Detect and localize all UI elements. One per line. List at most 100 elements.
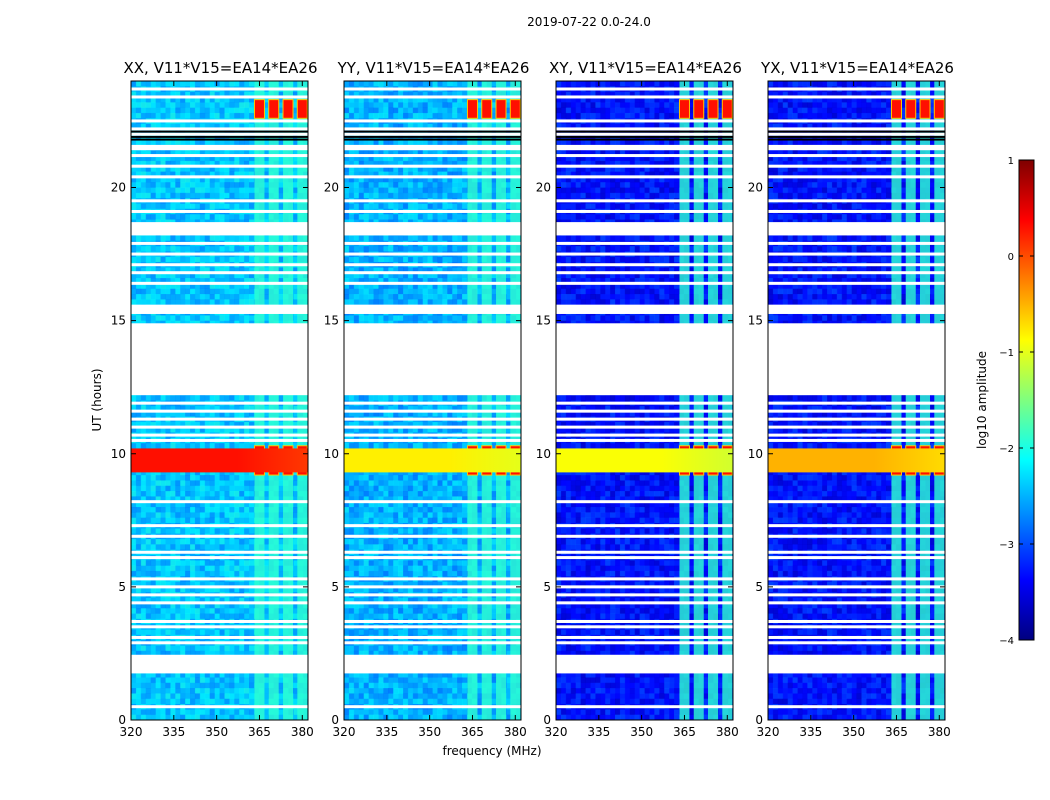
heatmap-cell	[234, 538, 240, 545]
heatmap-cell	[278, 214, 284, 220]
heatmap-cell	[160, 272, 166, 279]
heatmap-cell	[155, 203, 161, 210]
heatmap-cell	[278, 682, 284, 689]
heatmap-cell	[135, 421, 142, 428]
heatmap-cell	[234, 112, 240, 119]
heatmap-cell	[244, 581, 250, 588]
heatmap-cell	[199, 570, 206, 577]
heatmap-cell	[131, 91, 137, 98]
heatmap-cell	[249, 677, 255, 684]
heatmap-cell	[506, 96, 512, 103]
flagged-line	[131, 705, 308, 709]
heatmap-cell	[175, 565, 181, 572]
heatmap-cell	[194, 496, 201, 503]
heatmap-cell	[239, 597, 245, 604]
heatmap-cell	[160, 480, 166, 487]
heatmap-cell	[224, 608, 230, 614]
heatmap-cell	[388, 112, 394, 119]
heatmap-cell	[140, 427, 147, 433]
heatmap-cell	[190, 192, 196, 199]
heatmap-cell	[229, 570, 235, 577]
heatmap-cell	[224, 602, 230, 609]
heatmap-cell	[249, 256, 255, 263]
heatmap-cell	[249, 517, 255, 524]
heatmap-cell	[165, 171, 171, 178]
heatmap-cell	[224, 485, 230, 492]
heatmap-cell	[353, 139, 360, 146]
heatmap-cell	[263, 96, 270, 103]
heatmap-cell	[165, 709, 171, 716]
heatmap-cell	[160, 469, 166, 476]
heatmap-cell	[239, 682, 245, 689]
heatmap-cell	[229, 501, 235, 508]
heatmap-cell	[140, 123, 147, 130]
heatmap-cell	[150, 688, 156, 694]
heatmap-cell	[293, 123, 299, 130]
heatmap-cell	[135, 139, 142, 146]
heatmap-cell	[412, 150, 419, 156]
heatmap-cell	[150, 315, 156, 322]
heatmap-cell	[131, 278, 137, 284]
heatmap-cell	[194, 698, 201, 705]
heatmap-cell	[155, 107, 161, 114]
heatmap-cell	[412, 81, 419, 87]
heatmap-cell	[249, 192, 255, 199]
heatmap-cell	[190, 112, 196, 119]
heatmap-cell	[263, 192, 270, 199]
heatmap-cell	[214, 645, 220, 652]
heatmap-cell	[219, 629, 225, 636]
heatmap-cell	[209, 501, 215, 508]
heatmap-cell	[160, 709, 166, 716]
heatmap-cell	[407, 112, 414, 119]
heatmap-cell	[150, 491, 156, 497]
heatmap-cell	[393, 155, 399, 162]
heatmap-cell	[194, 294, 201, 300]
heatmap-cell	[403, 112, 409, 119]
heatmap-cell	[204, 693, 211, 700]
heatmap-cell	[219, 586, 225, 593]
heatmap-cell	[170, 485, 176, 492]
heatmap-cell	[249, 187, 255, 194]
heatmap-cell	[185, 501, 191, 508]
heatmap-cell	[249, 443, 255, 449]
heatmap-cell	[194, 272, 201, 279]
heatmap-cell	[135, 203, 142, 210]
heatmap-cell	[229, 176, 235, 183]
heatmap-cell	[348, 160, 355, 167]
heatmap-cell	[209, 166, 215, 172]
heatmap-cell	[219, 421, 225, 428]
heatmap-cell	[150, 203, 156, 210]
heatmap-cell	[373, 102, 379, 109]
heatmap-cell	[229, 650, 235, 657]
heatmap-cell	[239, 411, 245, 417]
heatmap-cell	[263, 176, 270, 183]
heatmap-cell	[194, 214, 201, 220]
heatmap-cell	[278, 405, 284, 412]
heatmap-cell	[214, 469, 220, 476]
heatmap-cell	[398, 150, 404, 156]
heatmap-cell	[204, 586, 211, 593]
heatmap-cell	[209, 688, 215, 694]
heatmap-cell	[214, 507, 220, 513]
heatmap-cell	[249, 267, 255, 274]
heatmap-cell	[145, 294, 152, 300]
heatmap-cell	[194, 491, 201, 497]
heatmap-cell	[278, 693, 284, 700]
heatmap-cell	[452, 102, 458, 109]
heatmap-cell	[293, 650, 299, 657]
heatmap-cell	[180, 315, 186, 322]
heatmap-cell	[194, 613, 201, 620]
heatmap-cell	[447, 160, 453, 167]
heatmap-cell	[135, 123, 142, 130]
heatmap-cell	[204, 155, 211, 162]
heatmap-cell	[135, 512, 142, 519]
heatmap-cell	[447, 123, 453, 130]
heatmap-cell	[214, 96, 220, 103]
heatmap-cell	[194, 682, 201, 689]
heatmap-cell	[175, 203, 181, 210]
heatmap-cell	[190, 278, 196, 284]
heatmap-cell	[263, 709, 270, 716]
heatmap-cell	[155, 155, 161, 162]
heatmap-cell	[437, 102, 443, 109]
heatmap-cell	[165, 613, 171, 620]
